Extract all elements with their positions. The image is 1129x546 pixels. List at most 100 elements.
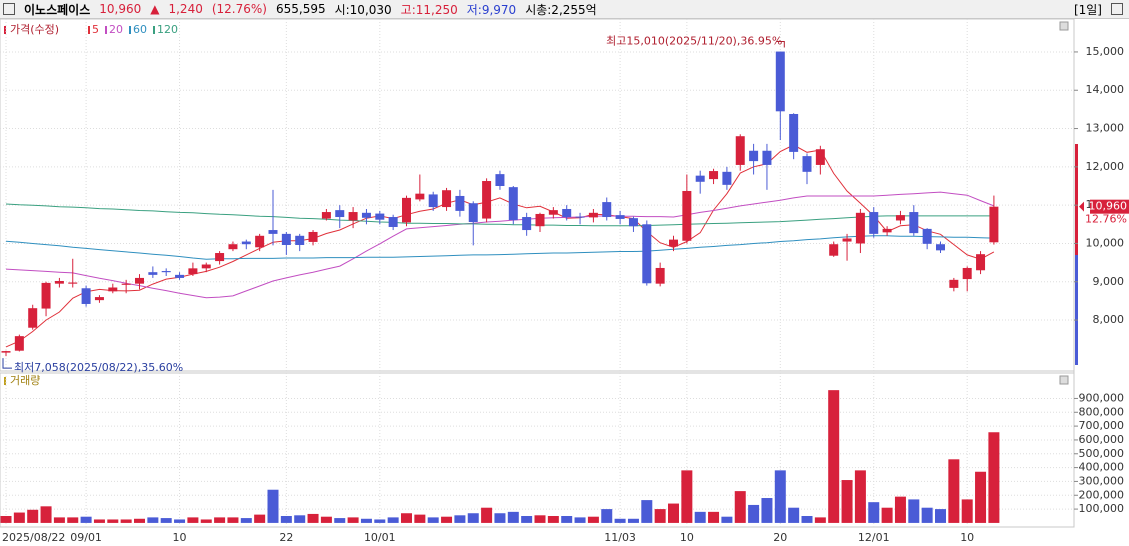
checkbox[interactable]: [3, 3, 15, 15]
candle-body: [415, 193, 425, 200]
x-tick-label: 10: [680, 531, 694, 544]
volume-bar: [427, 517, 439, 523]
x-tick-label: 11/03: [604, 531, 636, 544]
y-tick-label: 9,000: [1093, 275, 1125, 288]
y-tick-label: 15,000: [1086, 45, 1125, 58]
panel-button[interactable]: [1059, 21, 1069, 31]
volume-bar: [748, 504, 760, 523]
y-tick-label: 10,000: [1086, 236, 1125, 249]
volume-bar: [774, 470, 786, 523]
candle-body: [895, 215, 905, 221]
legend-label: 60: [133, 23, 147, 36]
legend-label: 5: [92, 23, 99, 36]
candle-body: [762, 150, 772, 165]
volume-bar: [67, 517, 79, 523]
volume-bar: [387, 517, 399, 523]
settings-box[interactable]: [1111, 3, 1123, 15]
candle-body: [522, 217, 532, 231]
period[interactable]: [1일]: [1073, 2, 1102, 17]
volume-bar: [27, 509, 39, 523]
volume-bar: [948, 459, 960, 523]
volume: 655,595: [275, 2, 326, 16]
volume-bar: [975, 471, 987, 523]
annotation: 최고15,010(2025/11/20),36.95%: [606, 35, 782, 48]
legend-swatch: [88, 26, 90, 34]
volume-bar: [134, 518, 145, 523]
volume-bar: [120, 519, 132, 523]
candle-body: [775, 51, 785, 112]
volume-bar: [587, 516, 599, 523]
volume-bar: [360, 518, 372, 523]
x-tick-label: 10: [173, 531, 187, 544]
candle-body: [508, 187, 518, 221]
legend-label: 120: [157, 23, 178, 36]
candle-body: [375, 213, 385, 220]
volume-bar: [881, 507, 893, 523]
y-tick-label: 500,000: [1079, 447, 1125, 460]
volume-bar: [374, 519, 386, 523]
candle-body: [428, 194, 438, 208]
candle-body: [228, 244, 238, 250]
volume-bar: [654, 509, 666, 523]
candle-body: [281, 233, 291, 245]
ma-line: [5, 144, 995, 348]
candle-body: [201, 264, 211, 269]
x-tick-label: 22: [279, 531, 293, 544]
candle-body: [642, 224, 652, 284]
volume-bar: [601, 509, 613, 523]
y-tick-label: 400,000: [1079, 461, 1125, 474]
volume-bar: [627, 518, 639, 523]
candle-body: [829, 244, 839, 256]
x-tick-label: 09/01: [70, 531, 102, 544]
volume-bar: [280, 516, 292, 523]
x-tick-label: 2025/08/22: [2, 531, 65, 544]
volume-bar: [320, 516, 332, 523]
last-price-pointer: [1079, 201, 1084, 212]
candle-body: [135, 277, 144, 284]
volume-bar: [801, 516, 813, 523]
panel-button[interactable]: [1059, 375, 1069, 385]
volume-bar: [868, 502, 880, 523]
candle-body: [722, 171, 732, 185]
volume-bar: [13, 512, 25, 523]
legend-swatch: [4, 26, 6, 34]
candle-body: [709, 171, 719, 180]
volume-bar: [761, 498, 773, 523]
candle-body: [121, 283, 131, 285]
candle-body: [602, 202, 612, 218]
volume-bar: [668, 503, 679, 523]
y-tick-label: 300,000: [1079, 474, 1125, 487]
y-tick-label: 100,000: [1079, 502, 1125, 515]
volume-bar: [547, 516, 559, 523]
volume-bar: [414, 514, 426, 523]
volume-bar: [481, 507, 493, 523]
price-panel: [0, 18, 1075, 372]
candle-body: [188, 268, 198, 275]
candle-body: [148, 272, 158, 275]
candle-body: [655, 267, 665, 284]
y-tick-label: 12,000: [1086, 160, 1125, 173]
candle-body: [402, 197, 411, 223]
candle-body: [388, 217, 398, 227]
candle-body: [175, 274, 185, 278]
y-tick-label: 800,000: [1079, 405, 1125, 418]
candle-body: [41, 282, 51, 309]
volume-bar: [467, 513, 479, 523]
candle-body: [81, 288, 91, 304]
volume-bar: [294, 515, 306, 523]
candle-body: [735, 136, 745, 165]
candle-body: [922, 228, 932, 244]
legend-label: 20: [109, 23, 123, 36]
volume-bar: [0, 516, 12, 523]
volume-bar: [240, 518, 252, 523]
volume-bar: [93, 519, 105, 523]
volume-bar: [828, 390, 840, 523]
range-indicator: [1075, 144, 1078, 255]
candle-body: [695, 175, 705, 182]
y-tick-label: 600,000: [1079, 433, 1125, 446]
candle-body: [495, 174, 505, 186]
high: 고:11,250: [400, 2, 458, 17]
candle-body: [361, 212, 371, 218]
volume-bar: [641, 500, 653, 523]
candle-body: [442, 190, 452, 208]
